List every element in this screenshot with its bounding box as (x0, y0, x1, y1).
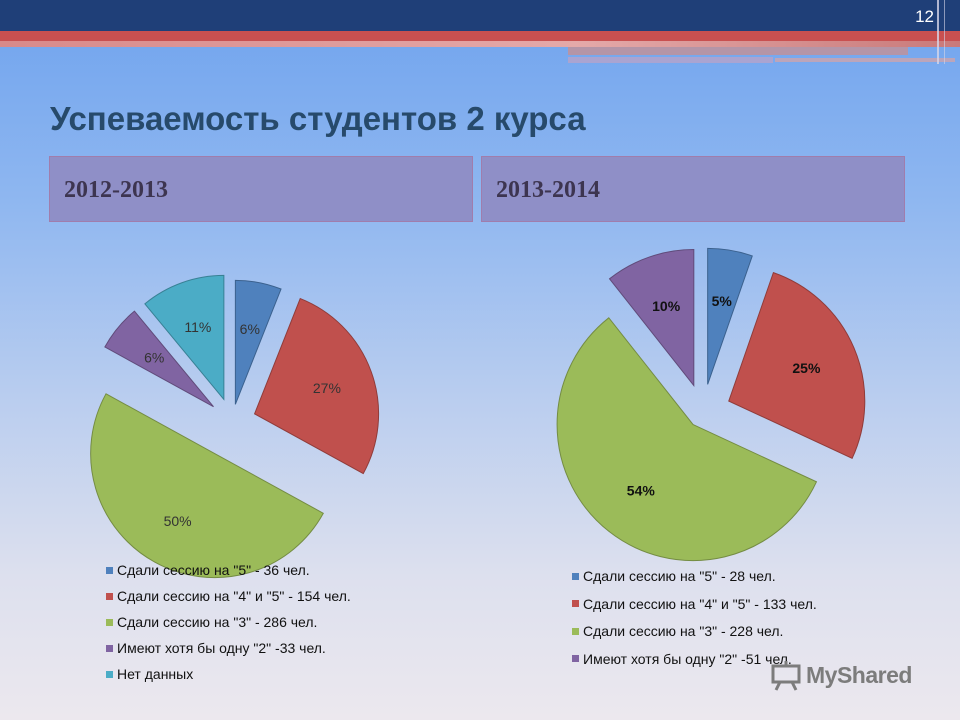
legend-swatch (572, 627, 579, 635)
presentation-icon (771, 661, 801, 691)
legend-label: Сдали сессию на "3" - 286 чел. (117, 614, 318, 630)
legend-label: Сдали сессию на "4" и "5" - 133 чел. (583, 595, 817, 612)
legend-label: Сдали сессию на "5" - 28 чел. (583, 568, 776, 584)
legend-label: Имеют хотя бы одну "2" -51 чел. (583, 650, 792, 667)
accent-stripe (0, 31, 960, 41)
watermark: MyShared (770, 658, 930, 694)
accent-stripe-light (0, 41, 960, 47)
decor-line (944, 0, 945, 64)
pie-slice (90, 393, 324, 578)
pie-slice (104, 310, 214, 408)
data-label: 6% (144, 350, 164, 366)
year-header-left: 2012-2013 (49, 156, 473, 222)
top-bar (0, 0, 960, 31)
legend-item: Имеют хотя бы одну "2" -51 чел. (572, 651, 792, 667)
data-label: 11% (184, 319, 211, 335)
decor-line (937, 0, 939, 64)
legend-left: Сдали сессию на "5" - 36 чел. Сдали сесси… (106, 562, 426, 692)
slide-title: Успеваемость студентов 2 курса (50, 100, 586, 137)
pie-slice (144, 274, 225, 401)
data-label: 10% (652, 298, 681, 314)
legend-swatch (106, 592, 113, 600)
legend-item: Сдали сессию на "5" - 28 чел. (572, 568, 776, 584)
chart-title: 2013-2014 (496, 177, 600, 203)
pie-chart-0: 6% 27% 50% 6% 11% (90, 274, 380, 578)
legend-label: Сдали сессию на "5" - 36 чел. (117, 562, 310, 578)
legend-label: Имеют хотя бы одну "2" -33 чел. (117, 640, 326, 656)
legend-item: Нет данных (106, 666, 193, 682)
pie-slice (728, 271, 866, 459)
data-label: 25% (792, 360, 821, 376)
data-label: 50% (164, 513, 192, 529)
data-label: 6% (240, 321, 260, 337)
decor-bar (775, 58, 955, 62)
legend-swatch (106, 566, 113, 574)
pie-slice (608, 249, 695, 387)
legend-item: Сдали сессию на "5" - 36 чел. (106, 562, 310, 578)
legend-right: Сдали сессию на "5" - 28 чел. Сдали сесси… (572, 568, 892, 668)
legend-swatch (106, 618, 113, 626)
legend-item: Сдали сессию на "3" - 286 чел. (106, 614, 317, 630)
legend-swatch (106, 644, 113, 652)
legend-label: Сдали сессию на "4" и "5" - 154 чел. (117, 588, 351, 604)
data-label: 54% (627, 483, 656, 499)
legend-item: Сдали сессию на "3" - 228 чел. (572, 623, 783, 639)
legend-label: Нет данных (117, 666, 194, 682)
pie-chart-1: 5% 25% 54% 10% (556, 247, 866, 562)
data-label: 27% (313, 380, 341, 396)
pie-slice (556, 317, 818, 562)
decor-bar (568, 47, 908, 55)
legend-swatch (572, 572, 579, 580)
legend-swatch (106, 670, 113, 678)
legend-item: Имеют хотя бы одну "2" -33 чел. (106, 640, 326, 656)
pie-slice (707, 247, 753, 385)
legend-item: Сдали сессию на "4" и "5" - 133 чел. (572, 596, 817, 612)
legend-label: Сдали сессию на "3" - 228 чел. (583, 623, 784, 639)
year-header-right: 2013-2014 (481, 156, 905, 222)
chart-title: 2012-2013 (64, 177, 168, 203)
pie-slice (253, 297, 380, 475)
legend-item: Сдали сессию на "4" и "5" - 154 чел. (106, 588, 351, 604)
legend-swatch (572, 655, 579, 662)
pie-slice (234, 279, 282, 405)
legend-swatch (572, 600, 579, 607)
slide-number: 12 (915, 7, 934, 26)
data-label: 5% (712, 293, 733, 309)
watermark-text: MyShared (806, 662, 912, 688)
decor-bar (568, 57, 773, 63)
